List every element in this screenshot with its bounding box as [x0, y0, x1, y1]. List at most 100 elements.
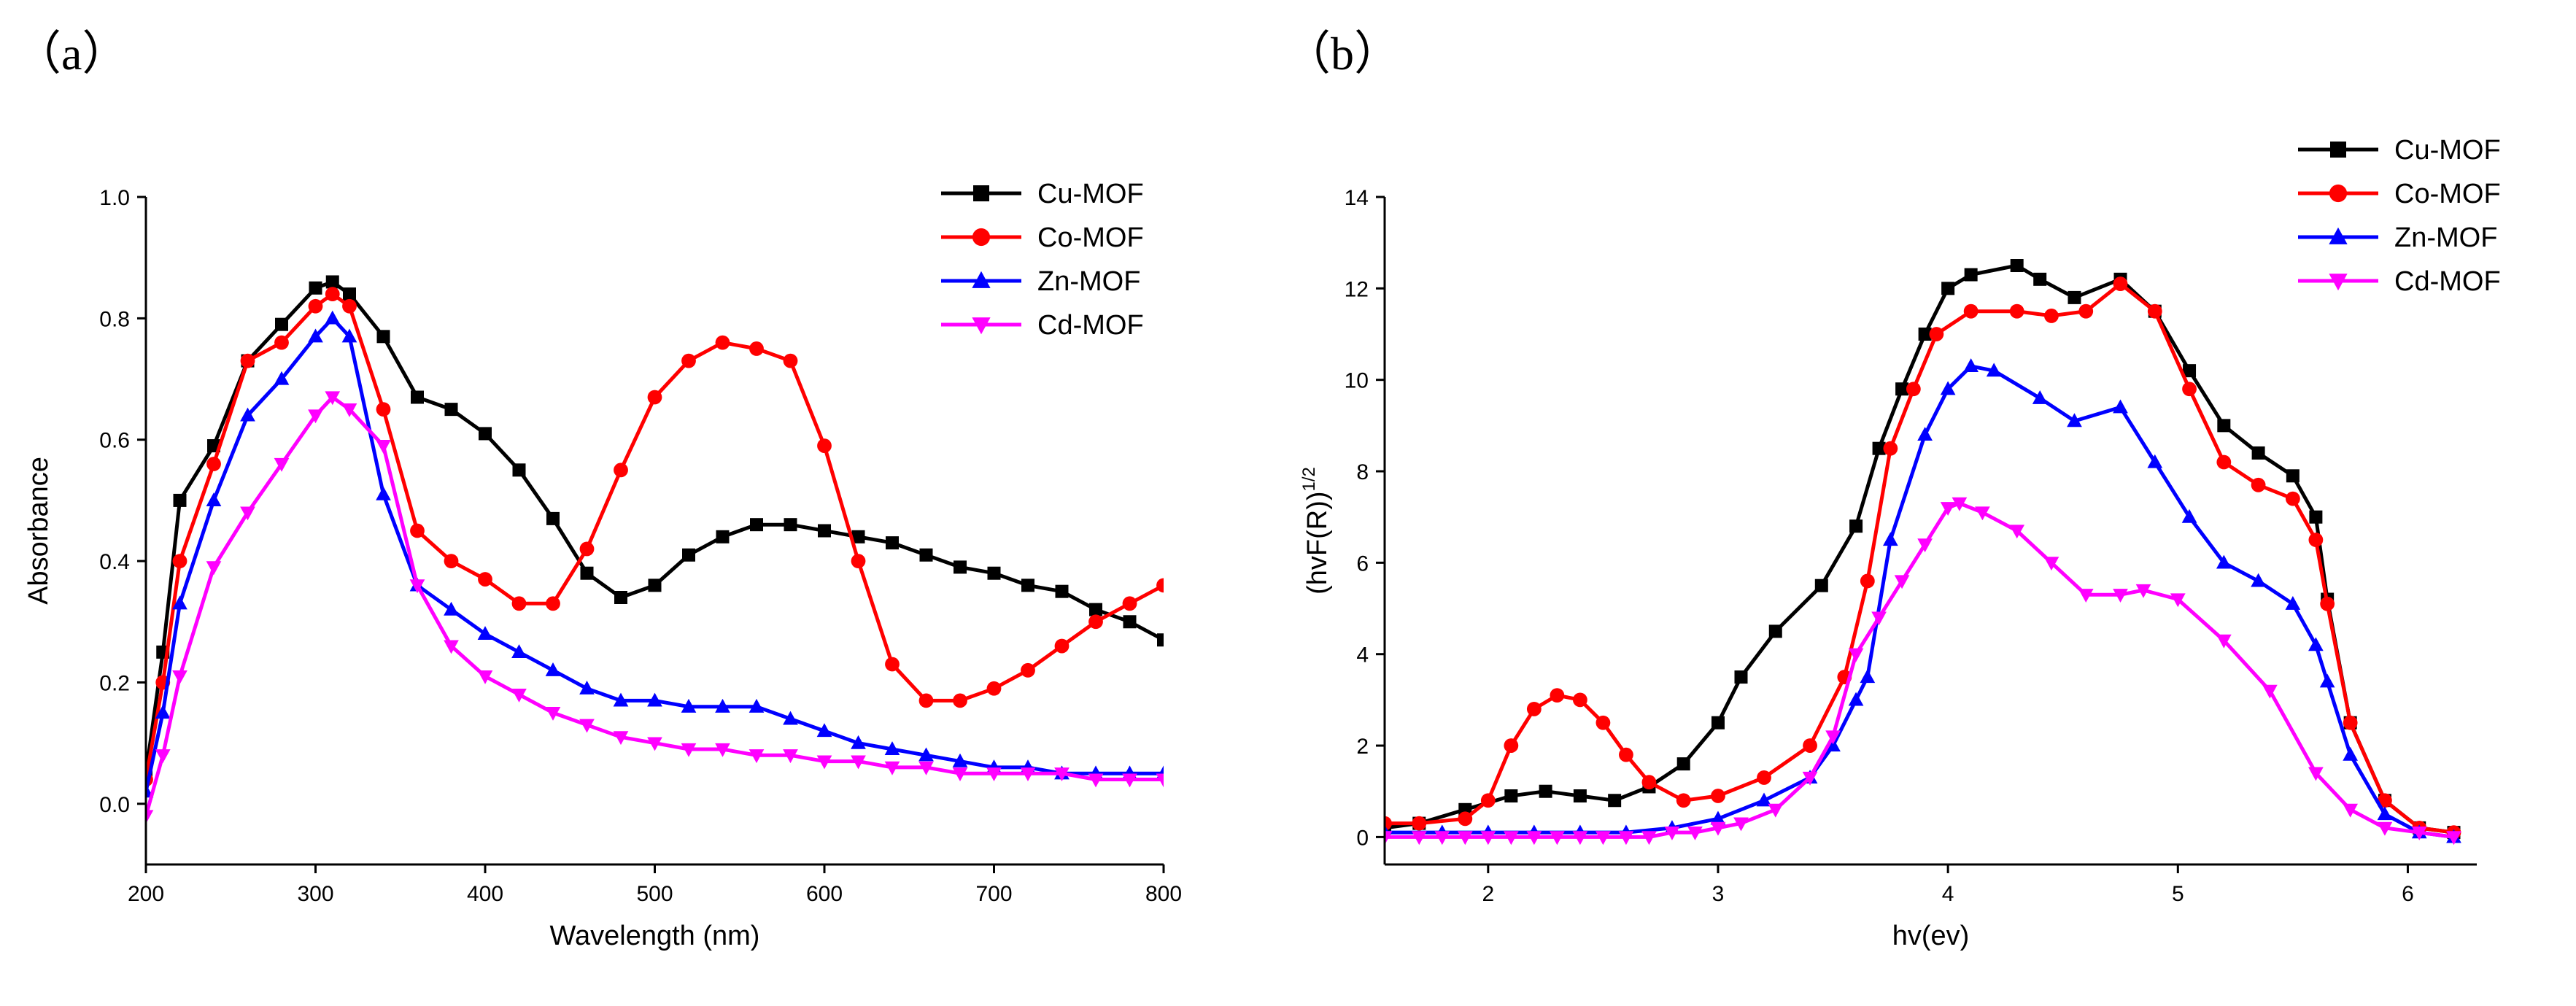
- data-point-cu-mof: [682, 548, 695, 562]
- data-point-zn-mof: [444, 601, 459, 616]
- data-point-cd-mof: [884, 761, 900, 775]
- data-point-cd-mof: [2170, 593, 2186, 608]
- panel-b-marks: [1385, 259, 2461, 846]
- data-point-zn-mof: [2113, 399, 2128, 414]
- data-point-co-mof: [1641, 775, 1657, 790]
- data-point-cu-mof: [343, 287, 356, 301]
- data-point-cd-mof: [986, 767, 1002, 782]
- data-point-cd-mof: [2262, 684, 2278, 699]
- data-point-co-mof: [1906, 382, 1921, 397]
- data-point-cd-mof: [376, 439, 391, 454]
- data-point-zn-mof: [206, 492, 222, 507]
- data-point-zn-mof: [2251, 573, 2266, 587]
- data-point-cu-mof: [309, 281, 322, 295]
- data-point-cd-mof: [240, 506, 255, 521]
- data-point-co-mof: [1412, 816, 1427, 831]
- data-point-cu-mof: [512, 463, 526, 477]
- data-point-cu-mof: [1089, 603, 1102, 616]
- data-point-zn-mof: [2308, 637, 2324, 651]
- data-point-cu-mof: [784, 518, 797, 532]
- data-point-cu-mof: [648, 579, 662, 592]
- data-point-cd-mof: [511, 688, 527, 703]
- data-point-cd-mof: [409, 579, 425, 594]
- data-point-zn-mof: [918, 747, 934, 762]
- data-point-cu-mof: [2033, 272, 2047, 286]
- data-point-co-mof: [851, 554, 866, 568]
- data-point-cd-mof: [146, 810, 154, 824]
- data-point-co-mof: [1619, 747, 1633, 762]
- data-point-cu-mof: [444, 403, 458, 417]
- data-point-cu-mof: [1157, 633, 1164, 647]
- data-point-co-mof: [1596, 715, 1611, 730]
- data-point-cd-mof: [1054, 767, 1070, 782]
- data-point-zn-mof: [647, 692, 662, 707]
- data-point-cu-mof: [1055, 584, 1069, 598]
- data-point-cu-mof: [1021, 579, 1034, 592]
- data-point-cd-mof: [1952, 497, 1968, 511]
- legend-marker-co-mof: [2329, 184, 2348, 203]
- data-point-zn-mof: [749, 698, 765, 713]
- y-tick-label: 0: [1356, 826, 1369, 850]
- data-point-co-mof: [2308, 533, 2324, 547]
- series-cu-mof: [146, 275, 1164, 781]
- data-point-co-mof: [1385, 816, 1392, 831]
- data-point-zn-mof: [816, 723, 832, 738]
- data-point-zn-mof: [240, 407, 255, 422]
- legend-label-cu-mof: Cu-MOF: [1037, 179, 1144, 209]
- data-point-cu-mof: [987, 566, 1001, 580]
- data-point-co-mof: [2009, 303, 2024, 319]
- legend-label-co-mof: Co-MOF: [1037, 223, 1144, 253]
- data-point-cd-mof: [1020, 767, 1036, 782]
- data-point-co-mof: [342, 298, 357, 314]
- panel-b-y-axis-title: (hvF(R))1/2: [1299, 467, 1333, 595]
- data-point-zn-mof: [613, 692, 629, 707]
- data-point-zn-mof: [2147, 454, 2163, 468]
- data-point-cd-mof: [1618, 831, 1634, 846]
- data-point-zn-mof: [2216, 554, 2232, 569]
- data-point-cd-mof: [274, 457, 290, 472]
- data-point-cd-mof: [1088, 773, 1104, 788]
- data-point-cd-mof: [715, 743, 730, 757]
- data-point-cd-mof: [851, 755, 866, 770]
- series-cd-mof: [1385, 497, 2461, 846]
- data-point-cd-mof: [2411, 827, 2427, 840]
- data-point-co-mof: [2216, 454, 2232, 470]
- data-point-cd-mof: [206, 561, 222, 576]
- x-tick-label: 2: [1482, 882, 1494, 906]
- data-point-zn-mof: [308, 328, 323, 343]
- x-tick-label: 600: [806, 882, 843, 906]
- y-tick-label: 0.0: [99, 793, 130, 817]
- data-point-zn-mof: [2377, 806, 2393, 821]
- data-point-cd-mof: [2078, 589, 2094, 603]
- data-point-co-mof: [546, 596, 560, 611]
- data-point-cd-mof: [918, 761, 934, 775]
- panel-a-label: （a）: [15, 28, 128, 80]
- data-point-co-mof: [749, 341, 764, 356]
- data-point-cu-mof: [2068, 290, 2081, 304]
- panel-a-marks: [146, 275, 1164, 824]
- data-point-cu-mof: [1768, 624, 1782, 638]
- data-point-cd-mof: [2308, 767, 2324, 781]
- data-point-zn-mof: [1756, 792, 1772, 807]
- y-tick-label: 0.2: [99, 671, 130, 695]
- data-point-cd-mof: [952, 767, 968, 782]
- data-point-cu-mof: [1734, 670, 1748, 684]
- data-point-zn-mof: [2067, 413, 2082, 427]
- data-point-cd-mof: [681, 743, 697, 757]
- data-point-cu-mof: [919, 548, 933, 562]
- data-point-cd-mof: [613, 731, 629, 746]
- data-point-cd-mof: [2343, 803, 2359, 818]
- data-point-cd-mof: [1122, 773, 1137, 788]
- panel-b-label: （b）: [1284, 28, 1401, 80]
- x-tick-label: 400: [467, 882, 503, 906]
- data-point-cu-mof: [173, 493, 187, 507]
- data-point-co-mof: [1860, 573, 1875, 589]
- x-tick-label: 700: [975, 882, 1012, 906]
- data-point-co-mof: [511, 596, 527, 611]
- data-point-cu-mof: [1573, 789, 1587, 802]
- legend-marker-cu-mof: [973, 185, 989, 201]
- data-point-zn-mof: [1710, 810, 1726, 825]
- panel-b-y-axis-title-superscript: 1/2: [1299, 467, 1319, 491]
- data-point-cu-mof: [479, 427, 492, 441]
- data-point-co-mof: [1480, 793, 1496, 808]
